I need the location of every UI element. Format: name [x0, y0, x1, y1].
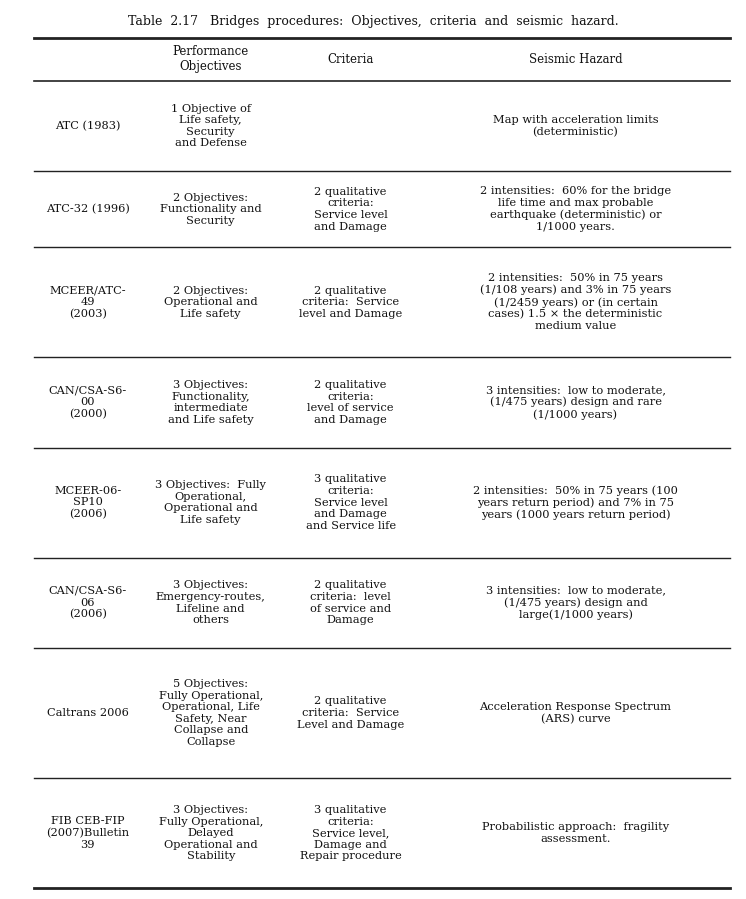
Text: 1 Objective of
Life safety,
Security
and Defense: 1 Objective of Life safety, Security and…	[171, 103, 251, 148]
Text: Probabilistic approach:  fragility
assessment.: Probabilistic approach: fragility assess…	[482, 823, 669, 844]
Text: Caltrans 2006: Caltrans 2006	[47, 708, 128, 718]
Text: MCEER/ATC-
49
(2003): MCEER/ATC- 49 (2003)	[49, 286, 126, 319]
Text: 3 Objectives:
Functionality,
intermediate
and Life safety: 3 Objectives: Functionality, intermediat…	[168, 380, 254, 425]
Text: Criteria: Criteria	[327, 53, 374, 66]
Text: Performance
Objectives: Performance Objectives	[172, 45, 249, 74]
Text: Table  2.17   Bridges  procedures:  Objectives,  criteria  and  seismic  hazard.: Table 2.17 Bridges procedures: Objective…	[128, 15, 618, 28]
Text: FIB CEB-FIP
(2007)Bulletin
39: FIB CEB-FIP (2007)Bulletin 39	[46, 816, 129, 850]
Text: ATC (1983): ATC (1983)	[55, 120, 120, 131]
Text: 2 qualitative
criteria:  Service
level and Damage: 2 qualitative criteria: Service level an…	[299, 286, 402, 319]
Text: 2 Objectives:
Functionality and
Security: 2 Objectives: Functionality and Security	[160, 192, 262, 226]
Text: Seismic Hazard: Seismic Hazard	[529, 53, 622, 66]
Text: 3 intensities:  low to moderate,
(1/475 years) design and rare
(1/1000 years): 3 intensities: low to moderate, (1/475 y…	[486, 385, 665, 420]
Text: 2 intensities:  50% in 75 years (100
years return period) and 7% in 75
years (10: 2 intensities: 50% in 75 years (100 year…	[473, 485, 678, 521]
Text: 2 qualitative
criteria:
level of service
and Damage: 2 qualitative criteria: level of service…	[307, 380, 394, 425]
Text: MCEER-06-
SP10
(2006): MCEER-06- SP10 (2006)	[54, 485, 122, 520]
Text: 2 Objectives:
Operational and
Life safety: 2 Objectives: Operational and Life safet…	[164, 286, 257, 319]
Text: 3 Objectives:
Emergency-routes,
Lifeline and
others: 3 Objectives: Emergency-routes, Lifeline…	[156, 581, 266, 625]
Text: 2 qualitative
criteria:  Service
Level and Damage: 2 qualitative criteria: Service Level an…	[297, 697, 404, 729]
Text: 3 intensities:  low to moderate,
(1/475 years) design and
large(1/1000 years): 3 intensities: low to moderate, (1/475 y…	[486, 585, 665, 620]
Text: 2 qualitative
criteria:
Service level
and Damage: 2 qualitative criteria: Service level an…	[314, 187, 387, 232]
Text: Map with acceleration limits
(deterministic): Map with acceleration limits (determinis…	[492, 115, 659, 137]
Text: 2 qualitative
criteria:  level
of service and
Damage: 2 qualitative criteria: level of service…	[310, 581, 391, 625]
Text: ATC-32 (1996): ATC-32 (1996)	[46, 204, 130, 214]
Text: 3 qualitative
criteria:
Service level,
Damage and
Repair procedure: 3 qualitative criteria: Service level, D…	[300, 805, 401, 861]
Text: 5 Objectives:
Fully Operational,
Operational, Life
Safety, Near
Collapse and
Col: 5 Objectives: Fully Operational, Operati…	[159, 679, 263, 747]
Text: 3 Objectives:  Fully
Operational,
Operational and
Life safety: 3 Objectives: Fully Operational, Operati…	[155, 480, 266, 525]
Text: CAN/CSA-S6-
06
(2006): CAN/CSA-S6- 06 (2006)	[48, 586, 127, 619]
Text: 3 qualitative
criteria:
Service level
and Damage
and Service life: 3 qualitative criteria: Service level an…	[306, 475, 395, 530]
Text: 2 intensities:  60% for the bridge
life time and max probable
earthquake (determ: 2 intensities: 60% for the bridge life t…	[480, 186, 671, 232]
Text: 2 intensities:  50% in 75 years
(1/108 years) and 3% in 75 years
(1/2459 years) : 2 intensities: 50% in 75 years (1/108 ye…	[480, 273, 671, 332]
Text: 3 Objectives:
Fully Operational,
Delayed
Operational and
Stability: 3 Objectives: Fully Operational, Delayed…	[159, 805, 263, 861]
Text: CAN/CSA-S6-
00
(2000): CAN/CSA-S6- 00 (2000)	[48, 386, 127, 419]
Text: Acceleration Response Spectrum
(ARS) curve: Acceleration Response Spectrum (ARS) cur…	[480, 702, 671, 724]
